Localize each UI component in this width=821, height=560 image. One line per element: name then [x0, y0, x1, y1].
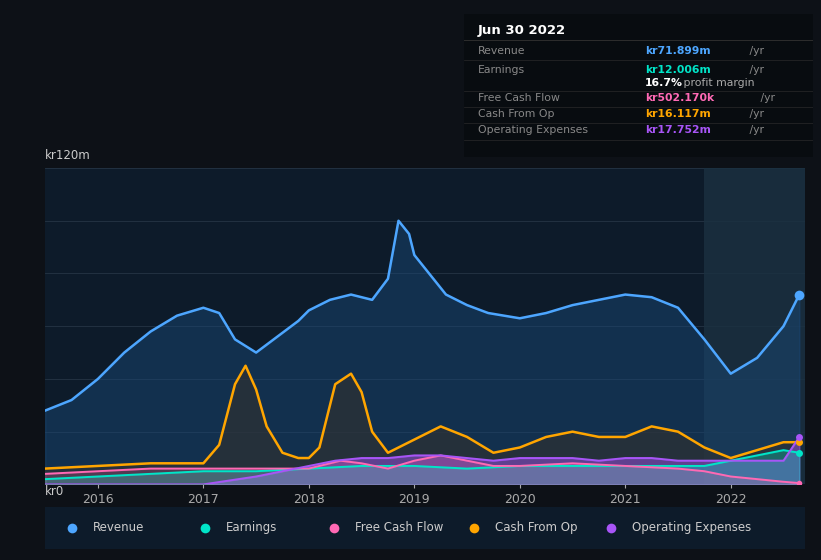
Text: kr0: kr0 [45, 485, 64, 498]
Text: Revenue: Revenue [93, 521, 144, 534]
Text: /yr: /yr [745, 65, 764, 74]
Text: kr502.170k: kr502.170k [645, 94, 714, 103]
Text: Cash From Op: Cash From Op [496, 521, 578, 534]
Text: Jun 30 2022: Jun 30 2022 [478, 24, 566, 37]
Text: kr12.006m: kr12.006m [645, 65, 711, 74]
Text: /yr: /yr [745, 46, 764, 56]
Text: kr16.117m: kr16.117m [645, 109, 711, 119]
Text: /yr: /yr [745, 125, 764, 134]
Text: Operating Expenses: Operating Expenses [478, 125, 588, 134]
Text: Revenue: Revenue [478, 46, 525, 56]
Text: Earnings: Earnings [226, 521, 277, 534]
Bar [704, 168, 821, 484]
Text: /yr: /yr [757, 94, 775, 103]
Text: Free Cash Flow: Free Cash Flow [478, 94, 560, 103]
Text: Operating Expenses: Operating Expenses [632, 521, 751, 534]
Text: /yr: /yr [745, 109, 764, 119]
Text: kr120m: kr120m [45, 148, 91, 162]
Text: kr17.752m: kr17.752m [645, 125, 711, 134]
Text: 16.7%: 16.7% [645, 77, 683, 87]
Text: Free Cash Flow: Free Cash Flow [355, 521, 443, 534]
Text: Cash From Op: Cash From Op [478, 109, 554, 119]
Text: profit margin: profit margin [680, 77, 754, 87]
Text: Earnings: Earnings [478, 65, 525, 74]
Text: kr71.899m: kr71.899m [645, 46, 711, 56]
